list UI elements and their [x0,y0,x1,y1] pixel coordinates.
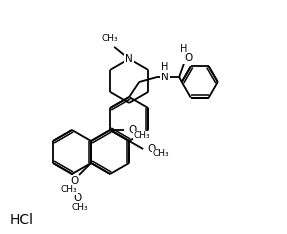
Text: O: O [147,144,155,154]
Text: O: O [70,176,78,186]
Text: CH₃: CH₃ [134,132,150,140]
Text: HCl: HCl [10,213,34,227]
Text: CH₃: CH₃ [61,186,77,194]
Text: O: O [184,53,192,63]
Text: O: O [73,193,81,203]
Text: H: H [162,62,169,72]
Text: O: O [128,125,136,135]
Text: CH₃: CH₃ [153,150,169,158]
Text: CH₃: CH₃ [102,34,119,43]
Text: CH₃: CH₃ [72,202,88,212]
Text: N: N [161,72,169,82]
Text: H: H [181,44,188,54]
Text: N: N [125,54,133,64]
